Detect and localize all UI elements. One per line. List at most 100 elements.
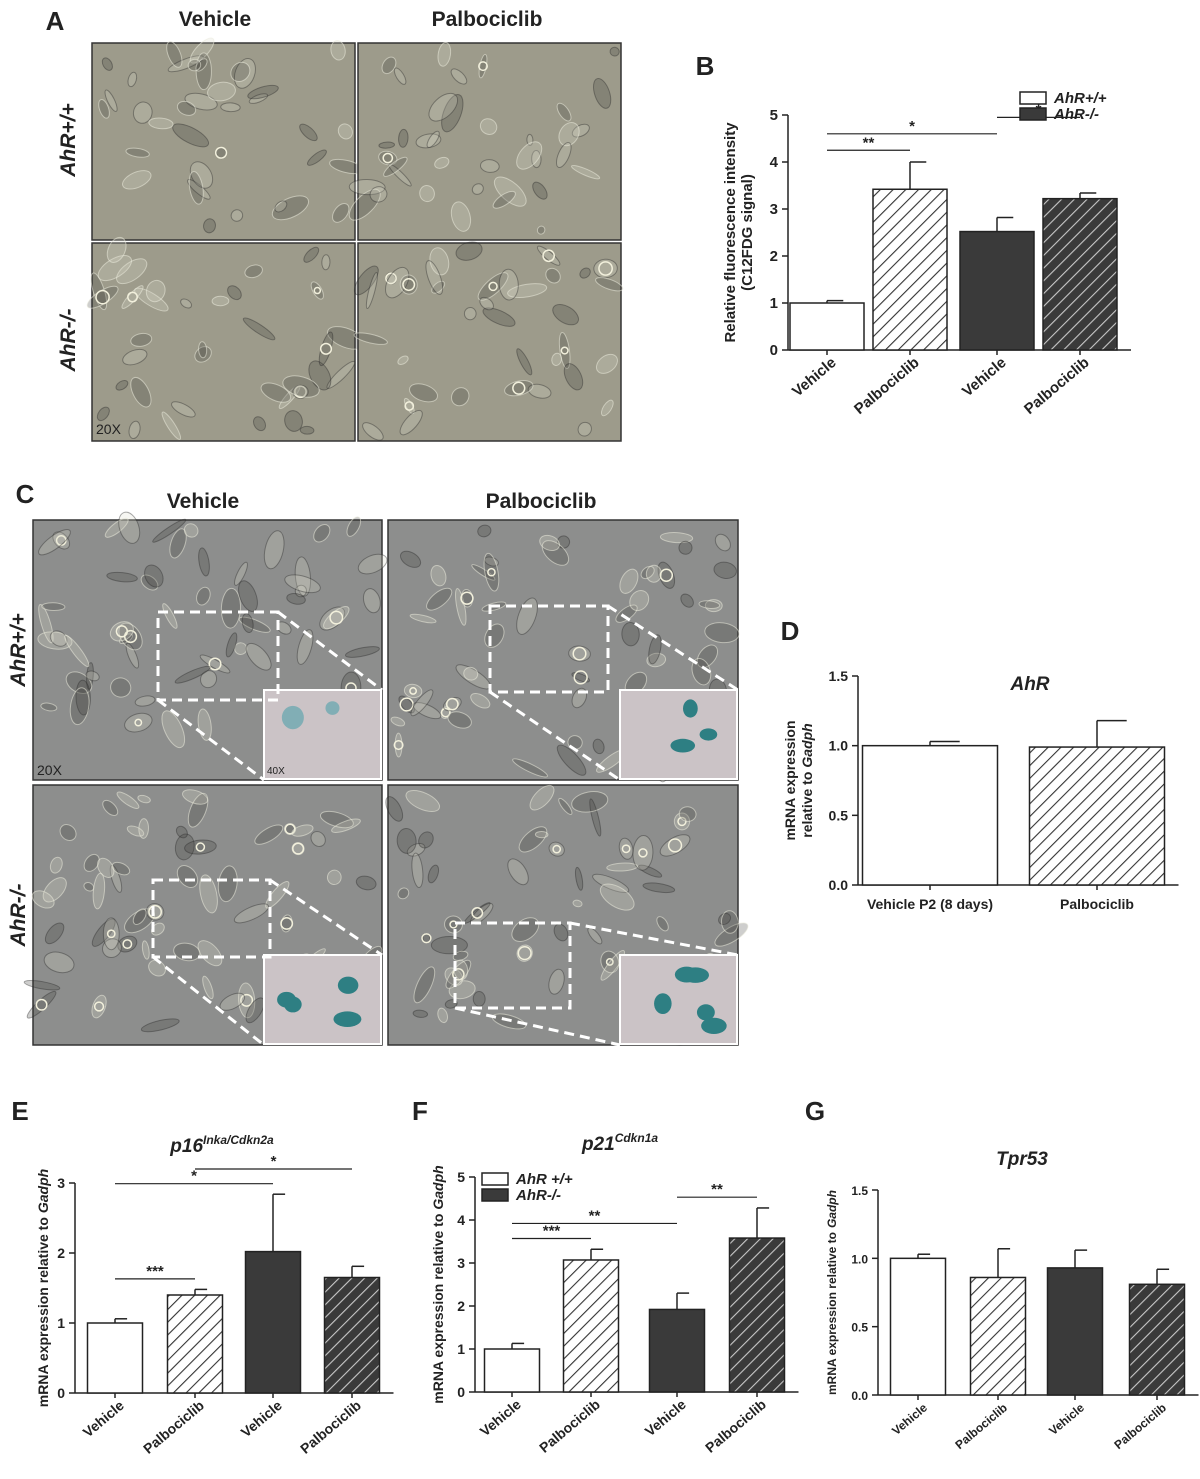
y-tick-label: 1.0 xyxy=(829,738,849,754)
significance-label: *** xyxy=(543,1222,561,1239)
error-bar xyxy=(756,1207,770,1239)
legend-swatch xyxy=(481,1188,509,1202)
panel-letter: A xyxy=(46,6,65,36)
y-tick-label: 0.5 xyxy=(851,1321,868,1335)
y-tick-label: 0 xyxy=(57,1385,65,1401)
error-bar xyxy=(997,1248,1011,1278)
row-label: AhR-/- xyxy=(7,884,30,948)
error-bar xyxy=(1074,1249,1088,1268)
legend-label: AhR +/+ xyxy=(515,1171,573,1188)
y-axis-label: mRNA expression relative toGadph xyxy=(825,1190,839,1395)
y-tick-label: 3 xyxy=(457,1255,465,1271)
error-bar xyxy=(114,1318,128,1323)
y-axis-label: Relative fluorescence intensity xyxy=(722,122,739,343)
x-tick-label: Vehicle xyxy=(642,1396,689,1439)
significance-label: * xyxy=(191,1168,197,1185)
y-axis-label: mRNA expression relative toGadph xyxy=(430,1165,446,1403)
column-header: Vehicle xyxy=(167,490,239,513)
error-bar xyxy=(194,1288,208,1295)
y-tick-label: 0 xyxy=(457,1384,465,1400)
micrograph xyxy=(91,37,364,241)
y-axis-label: mRNA expression relative toGadph xyxy=(35,1169,51,1407)
y-tick-label: 4 xyxy=(770,154,779,171)
inset xyxy=(263,689,382,780)
y-tick-label: 2 xyxy=(457,1298,465,1314)
bar xyxy=(789,302,865,351)
bar xyxy=(1046,1267,1104,1396)
x-tick-label: Palbociclib xyxy=(1021,354,1093,418)
x-tick-label: Vehicle xyxy=(789,354,840,400)
zoom-line xyxy=(607,604,739,692)
zoom-box xyxy=(488,604,610,694)
error-bar xyxy=(676,1292,690,1310)
error-bar xyxy=(590,1248,604,1260)
y-tick-label: 1 xyxy=(57,1315,65,1331)
row-label: AhR+/+ xyxy=(7,613,30,688)
panel-letter: B xyxy=(696,51,715,81)
error-bar xyxy=(826,299,844,303)
panel-letter: G xyxy=(805,1096,825,1126)
bar xyxy=(166,1294,224,1394)
bar xyxy=(86,1322,144,1394)
row-label: AhR-/- xyxy=(57,309,80,373)
y-tick-label: 5 xyxy=(770,107,778,124)
zoom-line xyxy=(569,921,739,957)
panel-letter: F xyxy=(412,1096,428,1126)
panel-letter: D xyxy=(781,616,800,646)
bar xyxy=(1028,746,1166,886)
significance-label: * xyxy=(909,118,915,135)
bar xyxy=(861,744,999,886)
y-tick-label: 2 xyxy=(770,248,778,265)
y-tick-label: 0 xyxy=(770,342,778,359)
inset xyxy=(263,954,382,1045)
zoom-line xyxy=(157,698,265,782)
bar xyxy=(872,188,948,351)
y-tick-label: 3 xyxy=(770,201,778,218)
bar xyxy=(728,1237,786,1393)
row-label: AhR+/+ xyxy=(57,103,80,178)
bar xyxy=(959,230,1035,351)
inset-magnification: 40X xyxy=(267,766,285,777)
zoom-line xyxy=(269,878,383,957)
bar xyxy=(648,1308,706,1393)
panel-letter: E xyxy=(11,1096,28,1126)
y-tick-label: 0.0 xyxy=(851,1389,868,1403)
legend-swatch xyxy=(1019,91,1047,105)
panel-letter: C xyxy=(16,479,35,509)
zoom-box xyxy=(453,921,572,1010)
significance-label: ** xyxy=(589,1207,601,1224)
x-tick-label: Palbociclib xyxy=(1060,896,1134,912)
x-tick-label: Palbociclib xyxy=(536,1396,603,1456)
column-header: Palbociclib xyxy=(432,8,543,31)
x-tick-label: Palbociclib xyxy=(952,1401,1010,1452)
magnification: 20X xyxy=(96,421,122,437)
x-tick-label: Vehicle P2 (8 days) xyxy=(867,896,993,912)
y-tick-label: 1.5 xyxy=(829,668,849,684)
legend-label: AhR+/+ xyxy=(1053,90,1107,107)
y-tick-label: 4 xyxy=(457,1212,465,1228)
column-header: Palbociclib xyxy=(486,490,597,513)
significance-label: *** xyxy=(146,1263,164,1280)
y-tick-label: 2 xyxy=(57,1245,65,1261)
micrograph xyxy=(86,236,366,442)
zoom-line xyxy=(277,610,383,692)
legend-label: AhR-/- xyxy=(1053,106,1099,123)
magnification: 20X xyxy=(37,762,63,778)
y-tick-label: 1.0 xyxy=(851,1252,868,1266)
y-axis-label: mRNA expression xyxy=(782,720,798,840)
chart-title: p21Cdkn1a xyxy=(581,1131,658,1155)
x-tick-label: Vehicle xyxy=(889,1400,930,1438)
bar xyxy=(1042,197,1118,351)
y-tick-label: 1 xyxy=(770,295,778,312)
zoom-line xyxy=(454,1006,621,1047)
micrograph xyxy=(353,241,624,442)
bar xyxy=(323,1276,381,1394)
y-tick-label: 3 xyxy=(57,1175,65,1191)
x-tick-label: Palbociclib xyxy=(1111,1401,1169,1452)
error-bar xyxy=(917,1253,931,1259)
y-tick-label: 5 xyxy=(457,1169,465,1185)
error-bar xyxy=(1156,1268,1170,1285)
error-bar xyxy=(909,161,927,190)
